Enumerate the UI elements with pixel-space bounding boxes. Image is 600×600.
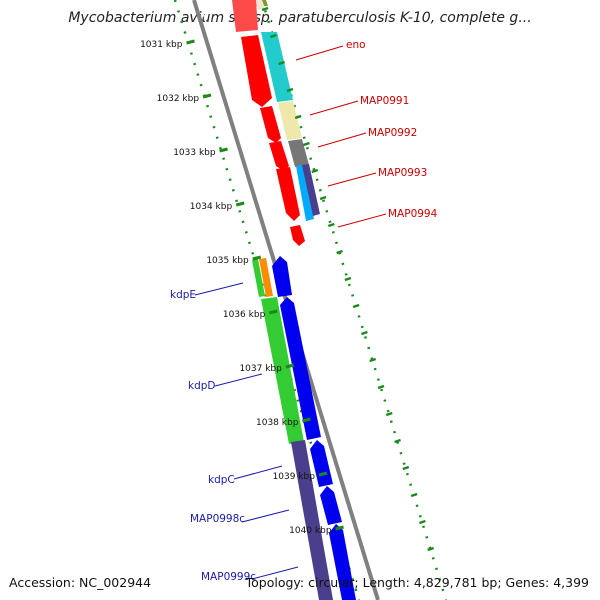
gene-navy-large[interactable] — [291, 440, 333, 600]
gene-label-map0998c[interactable]: MAP0998c — [190, 513, 245, 525]
outer-scale-tick — [369, 357, 377, 363]
reverse-gene-labels: kdpE kdpD kdpC MAP0998c MAP0999c — [170, 289, 256, 583]
gene-khaki[interactable] — [278, 101, 302, 140]
gene-red-3[interactable] — [269, 141, 289, 171]
scale-tick — [235, 201, 245, 207]
gene-label-kdpD[interactable]: kdpD — [188, 380, 216, 392]
outer-scale-tick — [361, 330, 368, 336]
outer-scale-tick — [278, 60, 286, 66]
gene-red-4[interactable] — [276, 167, 300, 221]
gene-label-map0992[interactable]: MAP0992 — [368, 127, 417, 139]
outer-scale-tick — [344, 276, 352, 282]
gene-gray[interactable] — [288, 139, 309, 167]
outer-scale-tick — [427, 546, 435, 552]
gene-orange[interactable] — [259, 258, 273, 297]
connector-map0994 — [337, 213, 387, 228]
gene-label-eno[interactable]: eno — [346, 39, 366, 51]
outer-scale-tick — [336, 249, 343, 255]
outer-scale-tick — [311, 168, 319, 174]
connector-eno — [295, 45, 344, 61]
scale-tick — [318, 471, 328, 477]
gene-label-kdpC[interactable]: kdpC — [208, 474, 235, 486]
backbone-line — [198, 0, 384, 600]
outer-scale-tick — [286, 87, 294, 93]
gene-blue-5[interactable] — [329, 524, 356, 600]
gene-blue-4[interactable] — [320, 486, 342, 525]
connector-kdpD — [214, 373, 263, 387]
scale-tick — [302, 417, 311, 423]
outer-scale-tick — [261, 6, 269, 12]
gene-blue-3[interactable] — [310, 440, 333, 487]
scale-tick-label: 1032 kbp — [157, 94, 200, 104]
gene-eno[interactable] — [255, 0, 265, 10]
connector-map0991 — [309, 100, 359, 116]
outer-scale-tick — [294, 114, 302, 120]
scale-tick — [186, 39, 195, 45]
forward-gene-labels: eno MAP0991 MAP0992 MAP0993 MAP0994 — [346, 39, 438, 220]
connector-kdpC — [233, 465, 283, 480]
connector-kdpE — [194, 282, 244, 296]
outer-scale-tick — [377, 384, 385, 390]
accession-text: Accession: NC_002944 — [9, 575, 152, 590]
forward-connectors — [295, 45, 387, 228]
scale-tick-label: 1033 kbp — [173, 148, 216, 158]
scale-ticks: 1031 kbp 1032 kbp 1033 kbp 1034 kbp 1035 kbp… — [140, 6, 435, 552]
outer-scale-tick — [410, 492, 418, 498]
gene-label-map0999c[interactable]: MAP0999c — [201, 571, 256, 583]
scale-tick — [335, 525, 344, 531]
gene-kdpD[interactable] — [261, 297, 304, 444]
reverse-connectors — [194, 282, 299, 580]
outer-scale-tick — [402, 465, 410, 471]
outer-scale-tick — [269, 33, 277, 39]
outer-scale-tick — [303, 141, 310, 147]
gene-navy-small[interactable] — [302, 164, 320, 216]
gene-label-map0991[interactable]: MAP0991 — [360, 95, 409, 107]
gene-red-1[interactable] — [241, 35, 272, 107]
map-title: Mycobacterium avium subsp. paratuberculo… — [68, 10, 532, 26]
gene-sky[interactable] — [296, 165, 314, 221]
scale-tick — [252, 255, 262, 261]
connector-map0999c — [251, 566, 299, 580]
gene-red-2[interactable] — [260, 106, 281, 143]
connector-map0992 — [317, 132, 367, 148]
gene-red-5[interactable] — [290, 225, 305, 246]
scale-tick-label: 1040 kbp — [289, 526, 332, 536]
scale-tick — [202, 93, 212, 99]
gene-label-map0993[interactable]: MAP0993 — [378, 167, 427, 179]
reverse-genes — [252, 256, 356, 600]
scale-tick-label: 1034 kbp — [190, 202, 233, 212]
gene-red-top[interactable] — [232, 0, 258, 32]
scale-tick — [268, 309, 278, 315]
gene-label-map0994[interactable]: MAP0994 — [388, 208, 438, 220]
scale-tick-label: 1038 kbp — [256, 418, 299, 428]
scale-tick — [219, 147, 228, 153]
gene-blue-2[interactable] — [280, 297, 321, 440]
scale-tick-label: 1036 kbp — [223, 310, 266, 320]
genome-summary-text: Topology: circular; Length: 4,829,781 bp… — [245, 575, 589, 590]
gene-blue-1[interactable] — [272, 256, 292, 297]
scale-tick-label: 1037 kbp — [239, 364, 282, 374]
scale-tick-label: 1035 kbp — [206, 256, 249, 266]
outer-scale-tick — [394, 438, 401, 444]
gene-cyan[interactable] — [261, 32, 293, 102]
outer-scale-tick — [327, 222, 335, 228]
scale-tick — [285, 363, 295, 369]
connector-map0993 — [327, 172, 377, 187]
outer-scale-tick — [319, 195, 327, 201]
outer-scale-tick — [385, 411, 393, 417]
outer-scale-tick — [418, 519, 426, 525]
forward-genes — [232, 0, 320, 246]
connector-map0998c — [241, 509, 290, 523]
scale-tick-label: 1031 kbp — [140, 40, 183, 50]
gene-label-kdpE[interactable]: kdpE — [170, 289, 196, 301]
outer-scale-tick — [352, 303, 360, 309]
gene-kdpE-green[interactable] — [252, 259, 265, 297]
scale-tick-label: 1039 kbp — [273, 472, 316, 482]
